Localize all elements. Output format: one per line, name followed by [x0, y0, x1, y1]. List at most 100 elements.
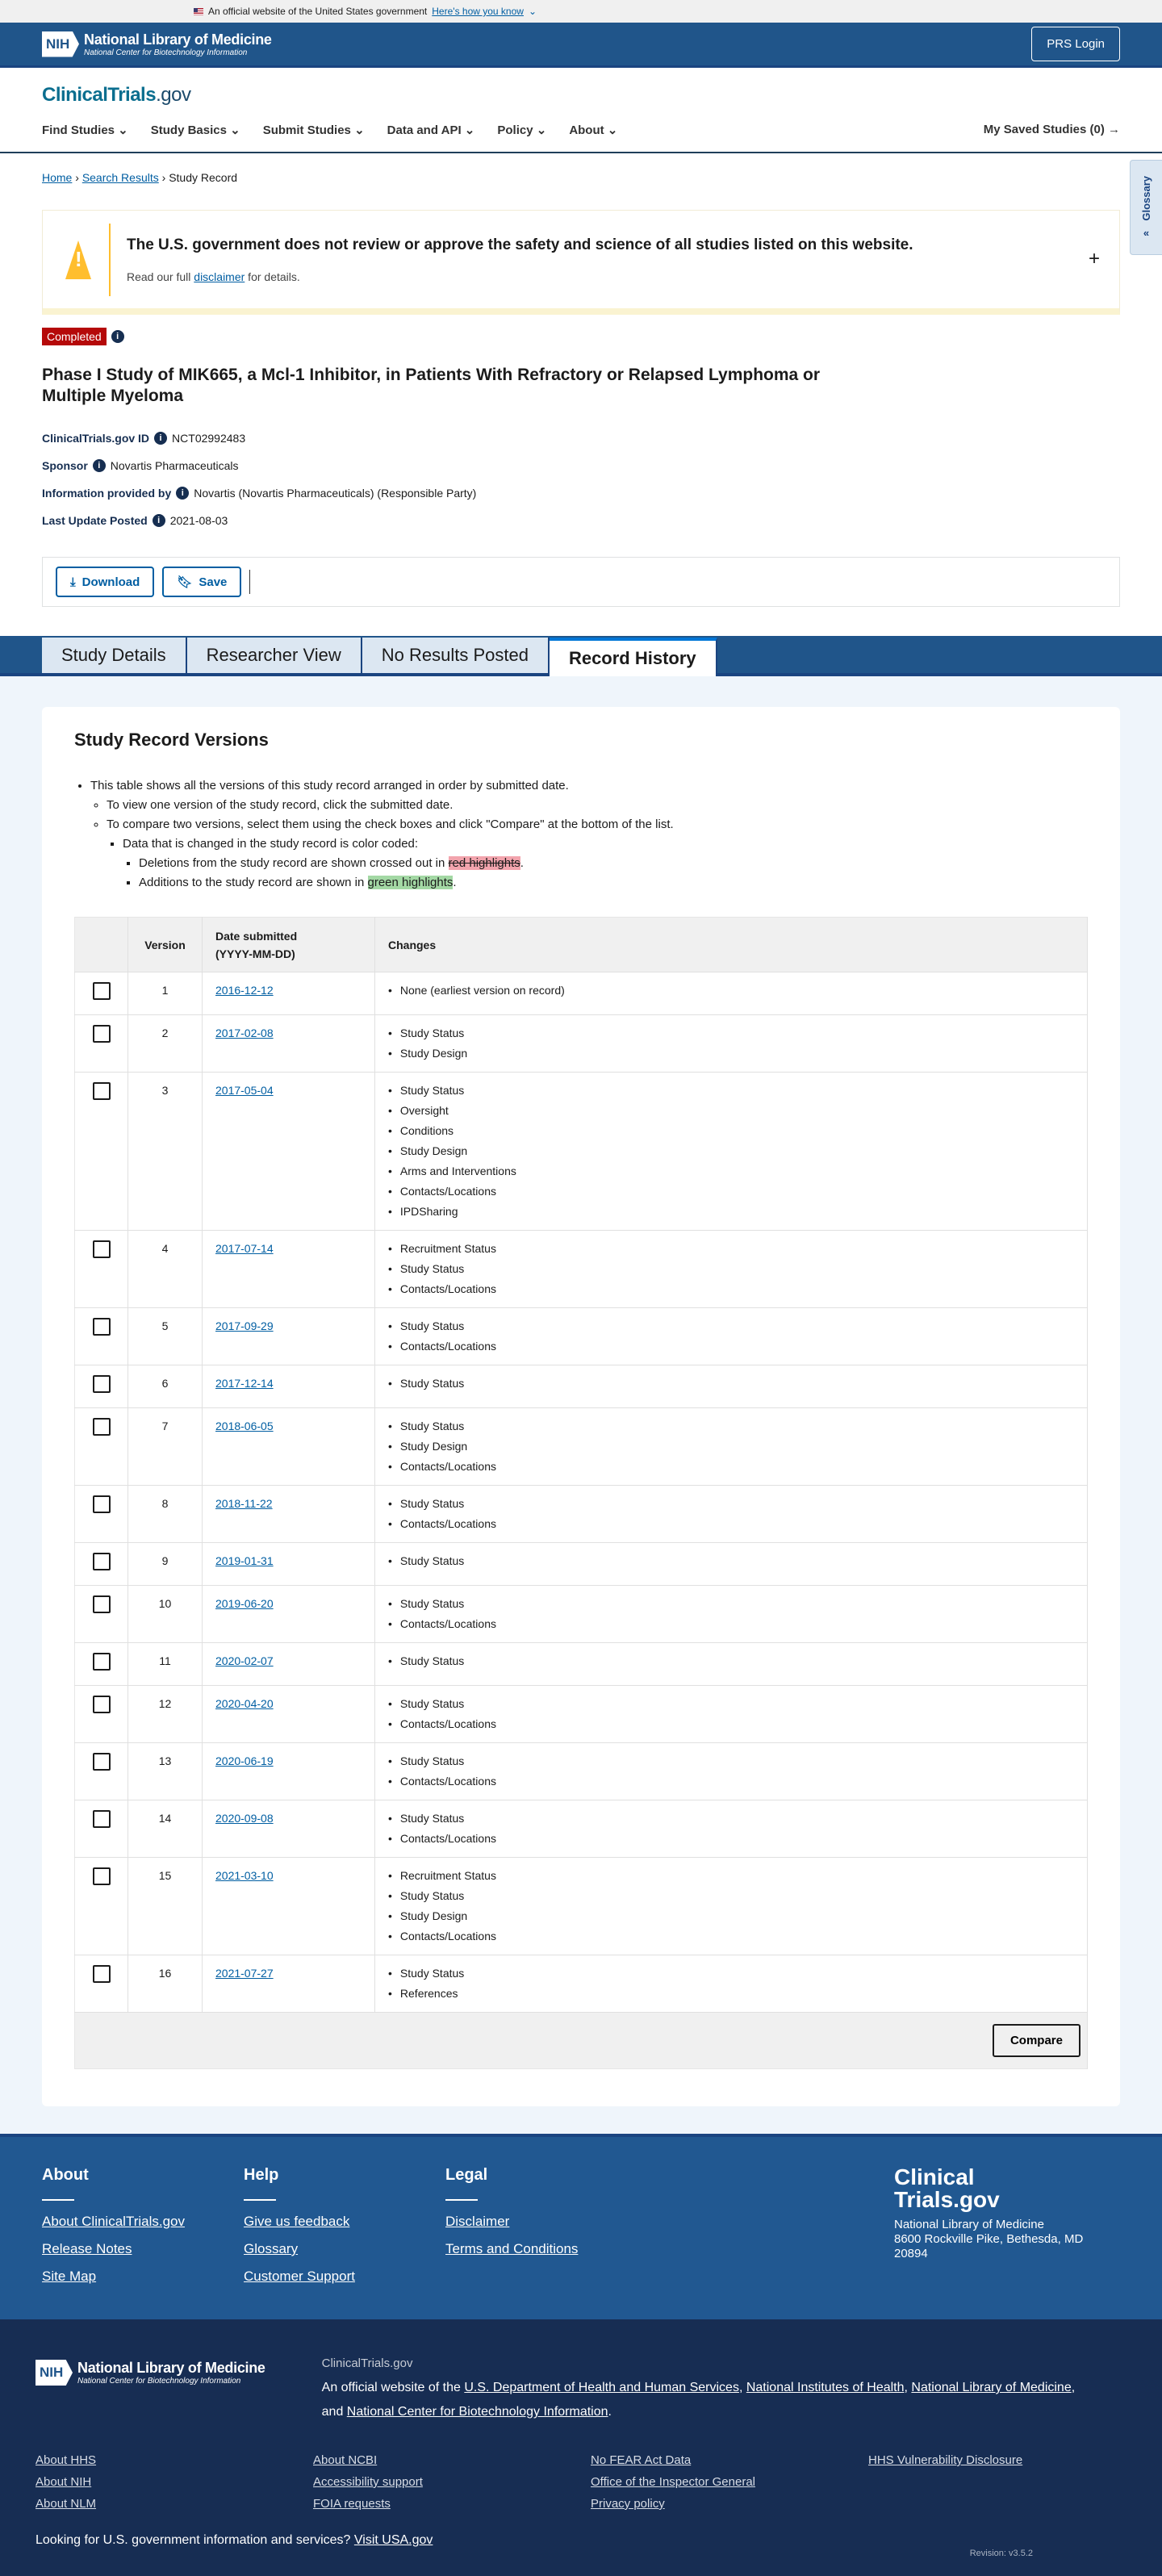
col-date: Date submitted (YYYY-MM-DD) — [202, 917, 375, 972]
footer-gov-link[interactable]: Privacy policy — [591, 2497, 665, 2511]
version-checkbox[interactable] — [93, 1696, 111, 1713]
footer-gov-link[interactable]: Office of the Inspector General — [591, 2475, 756, 2489]
version-checkbox[interactable] — [93, 1753, 111, 1771]
table-row: 10 2019-06-20 Study StatusContacts/Locatio… — [74, 1585, 1088, 1643]
version-checkbox[interactable] — [93, 1025, 111, 1043]
footer-gov-link[interactable]: About NCBI — [313, 2453, 378, 2467]
nav-study-basics[interactable]: Study Basics ⌄ — [150, 123, 240, 137]
version-date-link[interactable]: 2017-09-29 — [215, 1319, 274, 1332]
version-date-link[interactable]: 2020-09-08 — [215, 1812, 274, 1825]
footer-link[interactable]: Customer Support — [244, 2269, 355, 2284]
version-date-link[interactable]: 2017-05-04 — [215, 1084, 274, 1097]
version-date-link[interactable]: 2021-07-27 — [215, 1967, 274, 1980]
nih-link[interactable]: National Institutes of Health — [746, 2381, 905, 2394]
version-date-link[interactable]: 2020-02-07 — [215, 1654, 274, 1667]
footer-gov-link[interactable]: Accessibility support — [313, 2475, 423, 2489]
usa-gov-link[interactable]: Visit USA.gov — [353, 2533, 433, 2547]
version-checkbox[interactable] — [93, 1867, 111, 1885]
prs-login-button[interactable]: PRS Login — [1031, 27, 1120, 61]
versions-heading: Study Record Versions — [74, 730, 269, 750]
hhs-link[interactable]: U.S. Department of Health and Human Serv… — [464, 2381, 739, 2394]
change-item: Contacts/Locations — [388, 1457, 1074, 1477]
version-checkbox[interactable] — [93, 1653, 111, 1671]
footer-link[interactable]: Terms and Conditions — [445, 2241, 579, 2256]
version-checkbox[interactable] — [93, 1595, 111, 1613]
nav-find-studies[interactable]: Find Studies ⌄ — [42, 123, 128, 137]
heres-how-you-know-link[interactable]: Here's how you know — [432, 6, 524, 17]
footer-link[interactable]: Give us feedback — [244, 2214, 350, 2229]
footer-link[interactable]: Release Notes — [42, 2241, 132, 2256]
nav-about[interactable]: About ⌄ — [569, 123, 618, 137]
version-date-link[interactable]: 2020-04-20 — [215, 1697, 274, 1710]
info-icon[interactable]: i — [152, 514, 165, 527]
change-item: Study Design — [388, 1906, 1074, 1926]
ncbi-link[interactable]: National Center for Biotechnology Inform… — [346, 2405, 608, 2419]
footer-link[interactable]: Disclaimer — [445, 2214, 510, 2229]
info-icon[interactable]: i — [111, 330, 124, 343]
version-date-link[interactable]: 2017-12-14 — [215, 1377, 274, 1390]
nav-submit-studies[interactable]: Submit Studies ⌄ — [262, 123, 365, 137]
version-checkbox[interactable] — [93, 1418, 111, 1436]
tab-no-results-posted[interactable]: No Results Posted — [362, 638, 550, 673]
info-icon[interactable]: i — [176, 487, 190, 500]
compare-button[interactable]: Compare — [992, 2024, 1080, 2057]
download-button[interactable]: ⤓ Download — [56, 567, 155, 597]
disclaimer-link[interactable]: disclaimer — [194, 270, 245, 283]
breadcrumb-search-results[interactable]: Search Results — [82, 171, 159, 184]
version-number: 9 — [127, 1542, 203, 1586]
study-actions: ⤓ Download 🔖︎ Save — [42, 557, 1120, 607]
footer-gov-link[interactable]: HHS Vulnerability Disclosure — [868, 2453, 1023, 2467]
expand-plus-icon[interactable]: + — [1088, 248, 1100, 270]
version-checkbox[interactable] — [93, 1375, 111, 1393]
tab-study-details[interactable]: Study Details — [42, 638, 187, 673]
version-checkbox[interactable] — [93, 1082, 111, 1100]
version-date-link[interactable]: 2016-12-12 — [215, 984, 274, 997]
tab-record-history[interactable]: Record History — [549, 638, 717, 676]
version-date-link[interactable]: 2019-06-20 — [215, 1597, 274, 1610]
info-icon[interactable]: i — [154, 432, 168, 445]
version-checkbox[interactable] — [93, 982, 111, 1000]
version-date-link[interactable]: 2019-01-31 — [215, 1554, 274, 1567]
version-number: 15 — [127, 1857, 203, 1955]
footer-link[interactable]: Glossary — [244, 2241, 299, 2256]
nav-data-and-api[interactable]: Data and API ⌄ — [387, 123, 475, 137]
version-date-link[interactable]: 2017-07-14 — [215, 1242, 274, 1255]
version-checkbox[interactable] — [93, 1495, 111, 1513]
nlm-logo[interactable]: NIH National Library of Medicine National… — [42, 31, 272, 57]
version-checkbox[interactable] — [93, 1318, 111, 1336]
version-checkbox[interactable] — [93, 1553, 111, 1570]
change-item: References — [388, 1984, 1074, 2004]
version-date-link[interactable]: 2020-06-19 — [215, 1754, 274, 1767]
version-date-link[interactable]: 2018-11-22 — [215, 1497, 273, 1510]
footer-link[interactable]: About ClinicalTrials.gov — [42, 2214, 185, 2229]
nlm-link[interactable]: National Library of Medicine — [911, 2381, 1072, 2394]
table-row: 11 2020-02-07 Study Status — [74, 1642, 1088, 1686]
my-saved-studies-link[interactable]: My Saved Studies (0) → — [983, 123, 1120, 136]
version-date-link[interactable]: 2017-02-08 — [215, 1027, 274, 1039]
change-item: Study Status — [388, 1023, 1074, 1043]
study-title: Phase I Study of MIK665, a Mcl-1 Inhibit… — [42, 366, 821, 405]
clinicaltrials-logo[interactable]: ClinicalTrials.gov — [42, 84, 191, 106]
table-row: 14 2020-09-08 Study StatusContacts/Locatio… — [74, 1800, 1088, 1858]
version-checkbox[interactable] — [93, 1810, 111, 1828]
breadcrumb-home[interactable]: Home — [42, 171, 73, 184]
tab-researcher-view[interactable]: Researcher View — [186, 638, 362, 673]
nav-policy[interactable]: Policy ⌄ — [497, 123, 547, 137]
footer-gov-link[interactable]: No FEAR Act Data — [591, 2453, 692, 2467]
save-button[interactable]: 🔖︎ Save — [162, 567, 242, 597]
footer-gov-link[interactable]: About NLM — [36, 2497, 97, 2511]
footer-gov-link[interactable]: About NIH — [36, 2475, 92, 2489]
version-checkbox[interactable] — [93, 1965, 111, 1983]
table-row: 3 2017-05-04 Study StatusOversightConditio… — [74, 1072, 1088, 1231]
version-checkbox[interactable] — [93, 1240, 111, 1258]
version-date-link[interactable]: 2018-06-05 — [215, 1420, 274, 1432]
version-date-link[interactable]: 2021-03-10 — [215, 1869, 274, 1882]
change-item: Study Status — [388, 1374, 1074, 1394]
nlm-footer-logo[interactable]: NIH National Library of Medicine National… — [36, 2360, 265, 2386]
footer-gov-link[interactable]: FOIA requests — [313, 2497, 391, 2511]
footer-gov-link[interactable]: About HHS — [36, 2453, 97, 2467]
footer-link[interactable]: Site Map — [42, 2269, 97, 2284]
info-icon[interactable]: i — [92, 459, 106, 472]
breadcrumb-current: Study Record — [169, 171, 238, 184]
glossary-toggle[interactable]: Glossary « — [1130, 160, 1162, 255]
